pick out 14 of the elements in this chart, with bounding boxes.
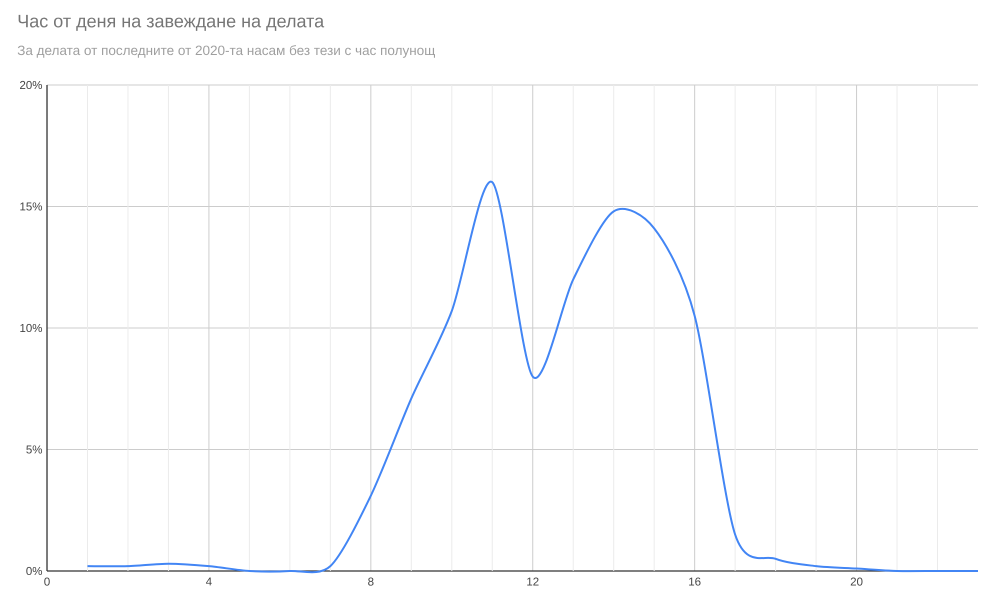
x-tick-label: 0 (44, 578, 50, 586)
chart-title: Час от деня на завеждане на делата (18, 14, 324, 31)
y-tick-label: 15% (20, 202, 42, 211)
y-tick-label: 20% (20, 80, 42, 90)
x-tick-label: 12 (527, 578, 539, 586)
y-tick-label: 10% (20, 324, 42, 332)
x-tick-label: 4 (206, 578, 212, 586)
x-tick-label: 16 (689, 578, 701, 586)
x-tick-label: 20 (850, 578, 863, 586)
line-series (86, 181, 979, 573)
x-tick-label: 8 (368, 578, 374, 586)
chart-subtitle: За делата от последните от 2020-та насам без тези с час полунощ (18, 45, 436, 58)
y-tick-label: 5% (26, 445, 42, 454)
y-tick-label: 0% (26, 566, 42, 576)
